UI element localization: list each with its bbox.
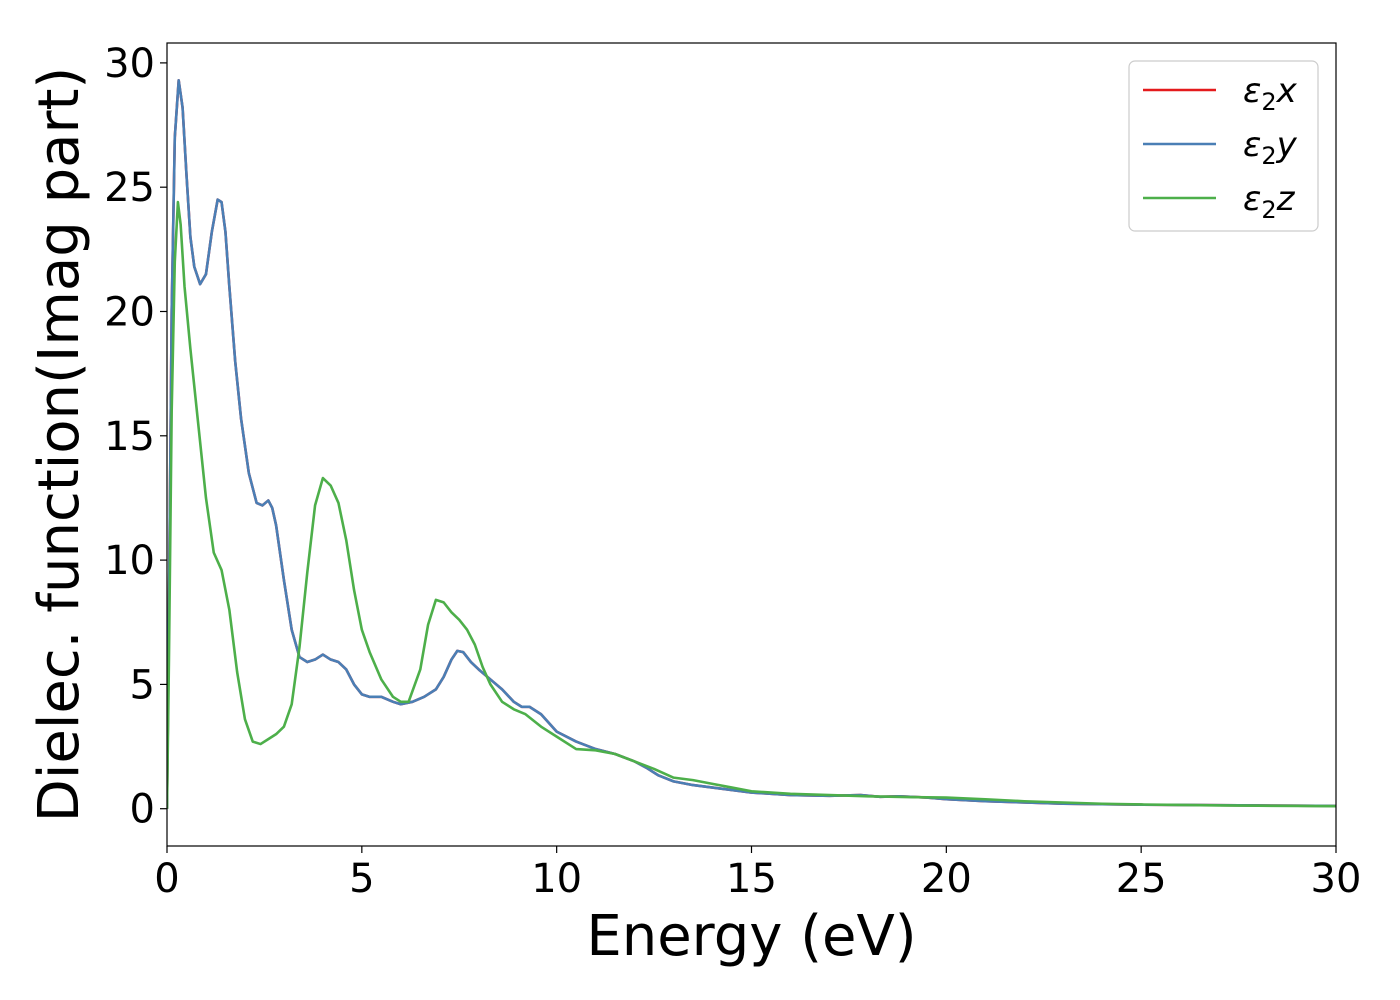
x-tick-label: 10 [531, 856, 582, 902]
x-tick-label: 0 [154, 856, 179, 902]
legend-label: ε2y [1243, 125, 1298, 170]
legend-label: ε2z [1243, 179, 1296, 224]
legend: ε2x ε2y ε2z [1128, 60, 1319, 232]
y-axis-ticks: 0 5 10 15 20 25 30 [104, 41, 167, 833]
x-tick-label: 20 [921, 856, 972, 902]
y-tick-label: 5 [130, 662, 155, 708]
y-tick-label: 0 [130, 787, 155, 833]
y-axis-title: Dielec. function(Imag part) [27, 67, 92, 823]
series-line-z [167, 200, 1336, 809]
x-tick-label: 25 [1116, 856, 1167, 902]
legend-box [1128, 60, 1319, 232]
legend-label: ε2x [1243, 71, 1298, 116]
y-tick-label: 10 [104, 538, 155, 584]
x-tick-label: 30 [1311, 856, 1362, 902]
x-axis-title: Energy (eV) [586, 904, 916, 969]
y-tick-label: 30 [104, 41, 155, 87]
x-tick-label: 5 [349, 856, 374, 902]
x-tick-label: 15 [726, 856, 777, 902]
x-axis-ticks: 0 5 10 15 20 25 30 [154, 846, 1361, 902]
y-tick-label: 25 [104, 165, 155, 211]
y-tick-label: 20 [104, 289, 155, 335]
series-layer [167, 78, 1336, 809]
y-tick-label: 15 [104, 414, 155, 460]
